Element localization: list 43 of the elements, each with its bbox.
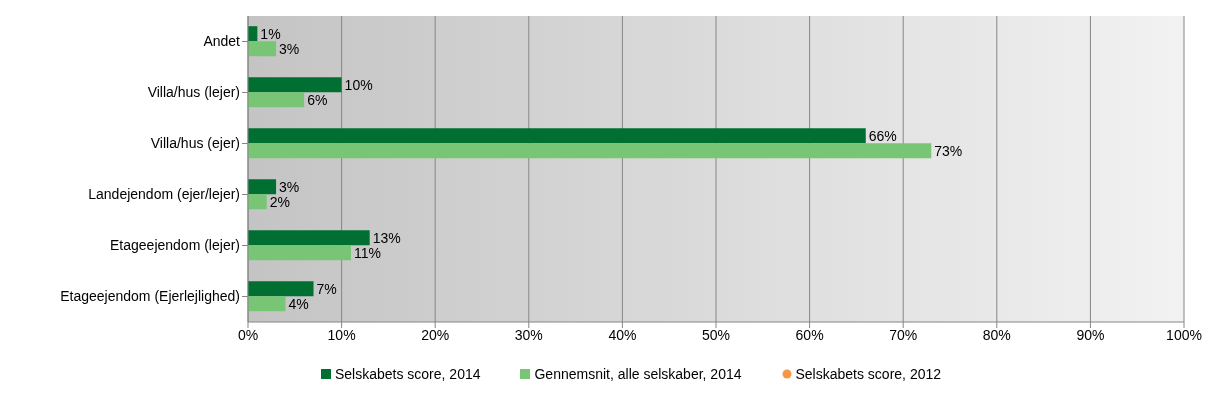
bar — [248, 77, 342, 93]
y-tick-label: Villa/hus (lejer) — [147, 84, 240, 101]
legend-label: Selskabets score, 2014 — [333, 366, 481, 382]
bar — [248, 296, 286, 312]
x-tick-label: 70% — [889, 326, 918, 343]
data-label: 4% — [288, 295, 309, 312]
data-label: 3% — [279, 178, 300, 195]
x-tick-label: 30% — [514, 326, 543, 343]
bar — [248, 92, 305, 108]
x-tick-label: 40% — [608, 326, 637, 343]
data-label: 11% — [353, 244, 381, 261]
bar — [248, 143, 932, 159]
bar — [248, 179, 277, 195]
x-tick-label: 10% — [327, 326, 356, 343]
y-tick-label: Andet — [203, 33, 241, 50]
data-label: 7% — [316, 280, 337, 297]
data-label: 1% — [260, 25, 281, 42]
data-label: 10% — [344, 76, 373, 93]
bar — [248, 194, 267, 210]
data-label: 73% — [934, 142, 963, 159]
x-tick-label: 60% — [795, 326, 824, 343]
data-label: 2% — [269, 193, 290, 210]
bar — [248, 245, 351, 261]
x-tick-label: 0% — [237, 326, 259, 343]
data-label: 3% — [279, 40, 300, 57]
legend-label: Selskabets score, 2012 — [794, 366, 942, 382]
data-label: 13% — [372, 229, 401, 246]
bar — [248, 230, 370, 246]
x-tick-label: 90% — [1076, 326, 1105, 343]
y-tick-label: Villa/hus (ejer) — [150, 135, 240, 152]
x-tick-label: 100% — [1166, 326, 1202, 343]
data-label: 6% — [307, 91, 328, 108]
bar — [248, 281, 314, 297]
x-tick-label: 20% — [421, 326, 450, 343]
y-tick-label: Landejendom (ejer/lejer) — [88, 186, 240, 203]
y-tick-label: Etageejendom (lejer) — [110, 237, 240, 254]
legend-label: Gennemsnit, alle selskaber, 2014 — [533, 366, 742, 382]
x-tick-label: 50% — [701, 326, 731, 343]
bar — [248, 41, 277, 57]
data-label: 66% — [868, 127, 897, 144]
bar — [248, 128, 866, 144]
x-tick-label: 80% — [982, 326, 1011, 343]
y-tick-label: Etageejendom (Ejerlejlighed) — [60, 288, 240, 305]
